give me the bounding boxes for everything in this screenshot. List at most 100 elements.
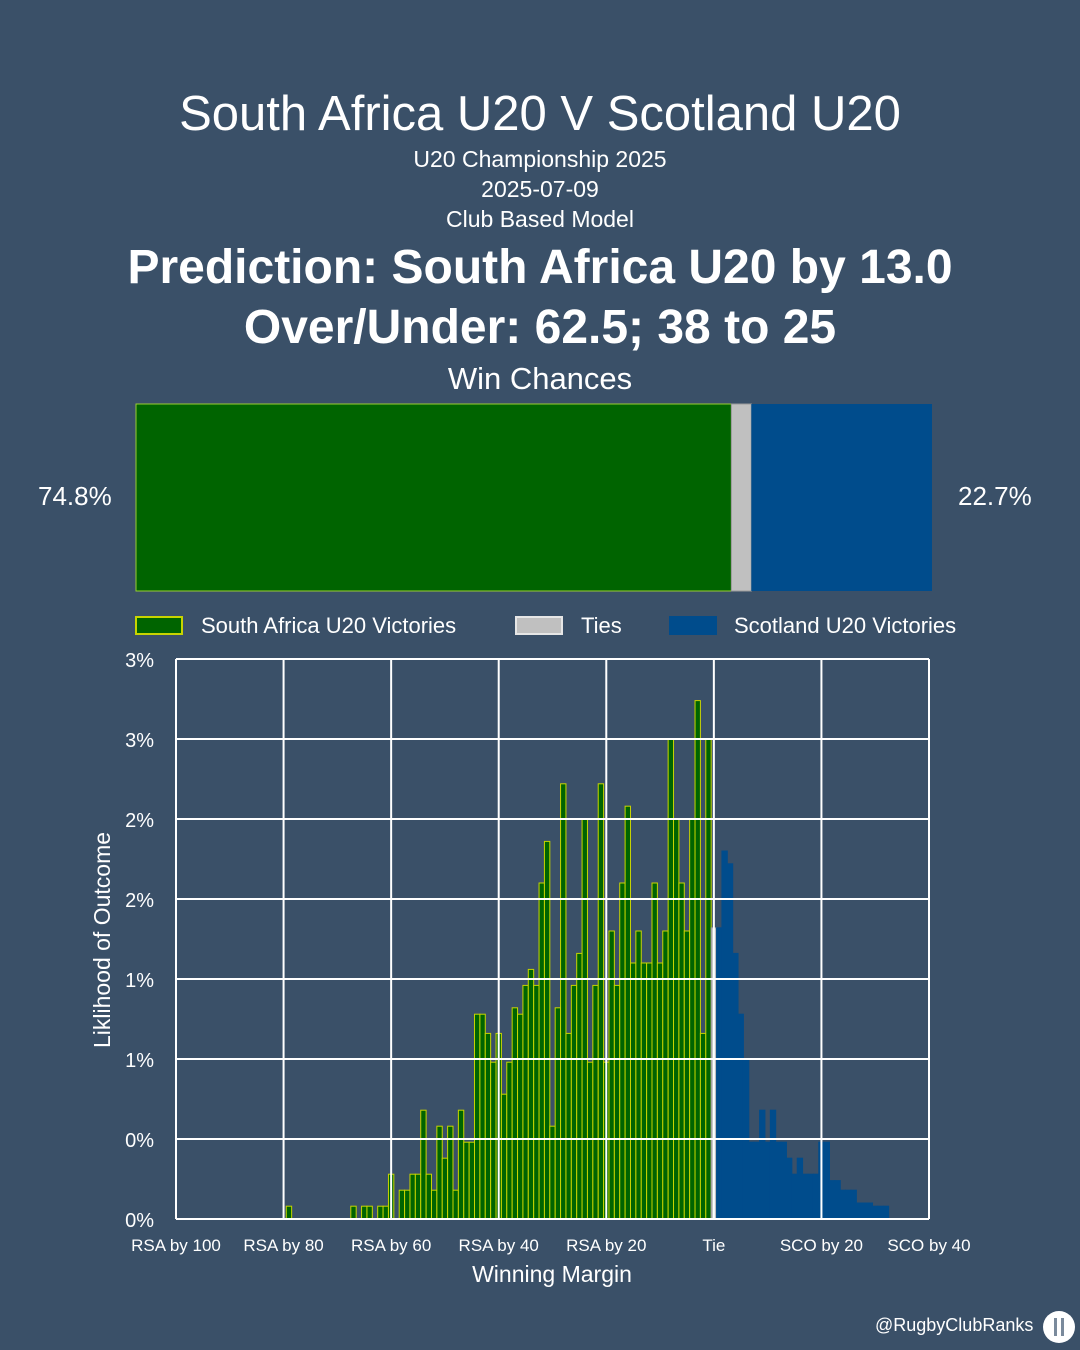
bar-home: [452, 1189, 459, 1220]
bar-home: [517, 1013, 524, 1220]
legend: South Africa U20 Victories Ties Scotland…: [135, 613, 956, 638]
y-tick-label: 0%: [125, 1210, 154, 1232]
bar-home: [468, 1141, 476, 1220]
bar-home: [479, 1013, 486, 1220]
bar-home: [549, 1125, 556, 1220]
bar-home: [538, 882, 545, 1220]
bar-home: [527, 968, 535, 1220]
y-tick-label: 0%: [125, 1130, 154, 1152]
x-axis-label: Winning Margin: [472, 1261, 632, 1287]
x-tick-label: Tie: [702, 1236, 725, 1255]
bar-away: [764, 1141, 771, 1220]
x-tick-label: SCO by 20: [780, 1236, 863, 1255]
credit-handle: @RugbyClubRanks: [875, 1315, 1034, 1335]
bar-home: [382, 1205, 389, 1220]
bar-home: [565, 1032, 572, 1220]
bar-away: [748, 1141, 755, 1220]
y-tick-label: 3%: [125, 650, 154, 672]
bar-away: [828, 1180, 836, 1220]
bar-home: [366, 1205, 373, 1220]
model-name: Club Based Model: [446, 206, 634, 232]
bar-home: [560, 783, 567, 1220]
bar-home: [414, 1173, 422, 1220]
bar-away: [769, 1109, 777, 1220]
bar-home: [705, 738, 712, 1220]
bar-away: [775, 1141, 782, 1220]
bar-home: [678, 882, 685, 1220]
match-date: 2025-07-09: [481, 176, 599, 202]
bar-home: [361, 1205, 368, 1220]
prediction-text: Prediction: South Africa U20 by 13.0: [127, 241, 953, 294]
bar-away: [872, 1205, 879, 1220]
bar-home: [640, 962, 648, 1220]
bar-away: [861, 1202, 868, 1220]
y-tick-label: 3%: [125, 730, 154, 752]
bar-away: [866, 1202, 874, 1220]
histogram-bars: [285, 700, 890, 1220]
bar-home: [500, 1093, 508, 1220]
bar-home: [554, 1007, 562, 1220]
bar-away: [796, 1157, 804, 1220]
bar-home: [285, 1205, 293, 1220]
bar-home: [629, 962, 637, 1220]
bar-home: [350, 1205, 357, 1220]
bar-home: [694, 700, 701, 1220]
legend-label-away: Scotland U20 Victories: [734, 613, 956, 638]
bar-home: [570, 984, 578, 1220]
bar-away: [812, 1173, 820, 1220]
bar-home: [377, 1205, 384, 1220]
x-tick-label: RSA by 80: [243, 1236, 323, 1255]
bar-away: [802, 1173, 809, 1220]
bar-home: [586, 1061, 594, 1220]
bar-home: [447, 1125, 454, 1220]
bar-home: [441, 1157, 449, 1220]
bar-home: [543, 840, 551, 1220]
bar-home: [490, 1061, 497, 1220]
bar-home: [592, 984, 599, 1220]
bar-away: [721, 850, 728, 1220]
bar-tie: [710, 927, 718, 1220]
bar-home: [683, 930, 691, 1220]
bar-home: [484, 1032, 492, 1220]
bar-home: [608, 930, 615, 1220]
home-win-percent: 74.8%: [38, 481, 112, 511]
bar-home: [430, 1189, 438, 1220]
bar-home: [404, 1189, 411, 1220]
bar-home: [646, 962, 653, 1220]
bar-home: [495, 1032, 502, 1220]
bar-home: [420, 1109, 427, 1220]
bar-home: [597, 783, 605, 1220]
bar-away: [753, 1141, 761, 1220]
bar-away: [791, 1173, 798, 1220]
chart-title: South Africa U20 V Scotland U20: [179, 87, 901, 141]
x-tick-label: SCO by 40: [887, 1236, 970, 1255]
bar-away: [818, 1141, 825, 1220]
bar-away: [737, 1013, 744, 1220]
win-bar-home: [135, 403, 732, 592]
legend-label-home: South Africa U20 Victories: [201, 613, 456, 638]
bar-home: [667, 738, 675, 1220]
bar-home: [581, 818, 588, 1220]
bar-home: [533, 984, 540, 1220]
bar-away: [834, 1180, 841, 1220]
away-win-percent: 22.7%: [958, 481, 1032, 511]
bar-home: [474, 1013, 481, 1220]
bar-home: [624, 805, 631, 1220]
bar-home: [522, 984, 529, 1220]
bar-home: [409, 1173, 416, 1220]
x-tick-label: RSA by 100: [131, 1236, 221, 1255]
bar-home: [387, 1173, 395, 1220]
competition-name: U20 Championship 2025: [413, 146, 667, 172]
bar-home: [511, 1007, 519, 1220]
bar-home: [603, 1061, 610, 1220]
axis-ticks: RSA by 100 RSA by 80 RSA by 60 RSA by 40 RSA…: [125, 650, 970, 1255]
y-tick-label: 1%: [125, 1050, 154, 1072]
bar-away: [780, 1141, 787, 1220]
legend-swatch-tie: [515, 616, 563, 635]
win-bar-tie: [730, 403, 752, 592]
bar-home: [457, 1109, 465, 1220]
bar-away: [759, 1109, 766, 1220]
bar-home: [673, 818, 680, 1220]
bar-away: [732, 952, 739, 1220]
bar-away: [742, 1058, 750, 1220]
